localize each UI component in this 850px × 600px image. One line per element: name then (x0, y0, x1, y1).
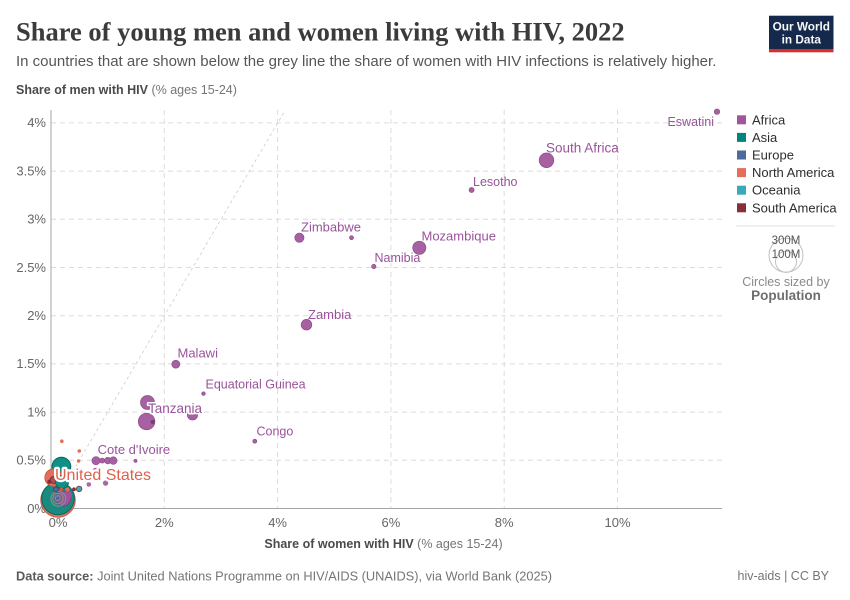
svg-text:hiv-aids | CC BY: hiv-aids | CC BY (738, 569, 830, 583)
svg-text:2%: 2% (155, 515, 174, 530)
svg-text:Circles sized by: Circles sized by (742, 275, 830, 289)
svg-text:Cote d'Ivoire: Cote d'Ivoire (98, 442, 171, 457)
svg-text:Population: Population (751, 288, 821, 303)
svg-text:4%: 4% (268, 515, 287, 530)
svg-text:Zimbabwe: Zimbabwe (301, 220, 361, 235)
svg-text:Our World: Our World (773, 20, 830, 34)
svg-text:300M: 300M (772, 235, 801, 247)
svg-text:Namibia: Namibia (375, 251, 421, 265)
svg-text:Europe: Europe (752, 148, 794, 163)
svg-text:Tanzania: Tanzania (148, 401, 203, 416)
svg-text:United States: United States (55, 467, 151, 484)
svg-text:4%: 4% (27, 115, 46, 130)
svg-text:Data source: Joint United Nati: Data source: Joint United Nations Progra… (16, 569, 552, 584)
svg-text:in Data: in Data (782, 33, 822, 47)
svg-text:10%: 10% (604, 515, 630, 530)
svg-text:Share of young men and women l: Share of young men and women living with… (16, 17, 625, 47)
svg-text:South Africa: South Africa (546, 140, 619, 155)
svg-text:0%: 0% (49, 515, 68, 530)
svg-text:2%: 2% (27, 308, 46, 323)
svg-text:100M: 100M (772, 249, 801, 261)
svg-text:Lesotho: Lesotho (473, 175, 518, 189)
svg-text:Zambia: Zambia (308, 307, 352, 322)
svg-text:Share of men with HIV (% ages: Share of men with HIV (% ages 15-24) (16, 83, 237, 97)
svg-text:2.5%: 2.5% (16, 260, 46, 275)
svg-text:Equatorial Guinea: Equatorial Guinea (206, 378, 306, 392)
svg-text:1%: 1% (27, 404, 46, 419)
svg-text:Share of women with HIV (% age: Share of women with HIV (% ages 15-24) (264, 537, 502, 551)
svg-text:North America: North America (752, 165, 835, 180)
svg-text:Congo: Congo (257, 425, 294, 439)
svg-text:Africa: Africa (752, 112, 786, 127)
svg-text:8%: 8% (495, 515, 514, 530)
svg-text:In countries that are shown be: In countries that are shown below the gr… (16, 53, 716, 70)
svg-text:3%: 3% (27, 212, 46, 227)
svg-text:Eswatini: Eswatini (667, 115, 714, 129)
svg-text:Mozambique: Mozambique (422, 229, 496, 244)
svg-text:1.5%: 1.5% (16, 356, 46, 371)
svg-text:Asia: Asia (752, 130, 778, 145)
svg-text:South America: South America (752, 200, 837, 215)
svg-text:Oceania: Oceania (752, 183, 801, 198)
svg-text:3.5%: 3.5% (16, 163, 46, 178)
svg-text:6%: 6% (382, 515, 401, 530)
svg-text:Malawi: Malawi (178, 346, 219, 361)
svg-text:0.5%: 0.5% (16, 453, 46, 468)
